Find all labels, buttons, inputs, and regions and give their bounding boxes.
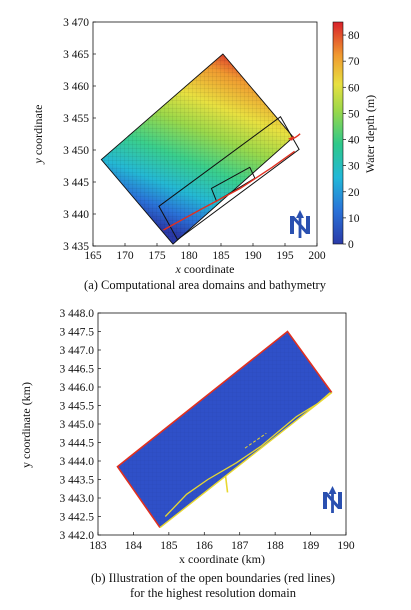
y-tick-label-a: 3 470 <box>63 17 89 29</box>
y-tick-label-b: 3 445.0 <box>60 419 95 431</box>
y-tick-label-b: 3 444.0 <box>60 456 95 468</box>
river-channel-line <box>164 392 331 517</box>
y-tick-label-b: 3 448.0 <box>60 308 95 320</box>
y-tick-label-a: 3 450 <box>63 145 89 157</box>
shore-boundary <box>159 392 333 529</box>
colorbar-label: Water depth (m) <box>363 95 377 173</box>
domain-mesh <box>117 331 332 528</box>
x-tick-label-b: 183 <box>89 540 107 552</box>
y-axis-label-a: y coordinate <box>31 105 45 165</box>
y-tick-label-a: 3 455 <box>63 113 89 125</box>
open-boundary-red <box>116 330 333 529</box>
boundary-arrow-icon <box>288 135 295 141</box>
domain-overlays-a <box>158 115 301 241</box>
domain-fill-b <box>116 330 333 529</box>
y-tick-label-b: 3 447.5 <box>60 327 95 339</box>
colorbar-tick-label: 30 <box>348 161 360 173</box>
y-axis-label-b: y coordinate (km) <box>19 382 33 468</box>
x-tick-label-a: 190 <box>244 250 262 262</box>
x-axis-label-b: x coordinate (km) <box>179 552 265 566</box>
x-tick-label-a: 175 <box>148 250 166 262</box>
y-tick-label-a: 3 440 <box>63 209 89 221</box>
x-tick-label-a: 170 <box>116 250 134 262</box>
y-tick-labels-a: 3 435 3 440 3 445 3 450 3 455 3 460 3 465 3 470 <box>63 17 89 253</box>
axis-ticks-b <box>97 312 347 536</box>
x-tick-label-a: 200 <box>308 250 326 262</box>
colorbar-tick-label: 0 <box>348 239 354 251</box>
y-tick-label-a: 3 465 <box>63 49 89 61</box>
colorbar-tick-label: 40 <box>348 135 360 147</box>
y-tick-label-b: 3 446.5 <box>60 364 95 376</box>
axis-ticks-a <box>92 21 318 247</box>
caption-b-line1: (b) Illustration of the open boundaries … <box>91 571 335 585</box>
x-tick-label-a: 185 <box>212 250 230 262</box>
open-boundary-line <box>163 150 296 231</box>
colorbar-tick-label: 20 <box>348 187 360 199</box>
y-tick-label-b: 3 442.5 <box>60 512 95 524</box>
x-tick-label-a: 195 <box>276 250 294 262</box>
y-tick-label-b: 3 447.0 <box>60 345 95 357</box>
colorbar-tick-label: 10 <box>348 213 360 225</box>
x-tick-label-a: 180 <box>180 250 198 262</box>
y-tick-label-a: 3 460 <box>63 81 89 93</box>
x-tick-labels-b: 183 184 185 186 187 188 189 190 <box>89 540 355 552</box>
colorbar-tick-label: 60 <box>348 82 360 94</box>
y-tick-label-b: 3 444.5 <box>60 438 95 450</box>
north-arrow-icon <box>290 210 310 238</box>
x-tick-label-b: 190 <box>337 540 355 552</box>
open-boundaries-chart: 183 184 185 186 187 188 189 190 3 442.03 442.53… <box>19 308 355 600</box>
y-tick-label-a: 3 435 <box>63 241 89 253</box>
y-tick-labels-b: 3 442.0 3 442.5 3 443.0 3 443.5 3 444.0 3 444… <box>60 308 95 542</box>
x-tick-label-b: 185 <box>160 540 178 552</box>
x-tick-label-b: 188 <box>267 540 285 552</box>
colorbar <box>332 21 344 245</box>
y-tick-label-b: 3 446.0 <box>60 382 95 394</box>
colorbar-tick-label: 50 <box>348 108 360 120</box>
x-tick-label-b: 187 <box>231 540 249 552</box>
y-tick-label-b: 3 445.5 <box>60 401 95 413</box>
y-tick-label-b: 3 443.0 <box>60 493 95 505</box>
nested-domain-1-outline <box>158 115 300 241</box>
x-tick-label-b: 189 <box>302 540 320 552</box>
computational-mesh <box>101 54 294 245</box>
colorbar-tick-label: 70 <box>348 56 360 68</box>
y-tick-label-b: 3 443.5 <box>60 475 95 487</box>
caption-a: (a) Computational area domains and bathy… <box>84 278 327 292</box>
caption-b-line2: for the highest resolution domain <box>130 586 297 600</box>
x-tick-labels-a: 165 170 175 180 185 190 195 200 <box>84 250 326 262</box>
x-axis-label-a: x coordinate <box>175 262 235 276</box>
y-tick-label-a: 3 445 <box>63 177 89 189</box>
north-arrow-icon-b <box>323 486 342 513</box>
cross-section-marker <box>224 475 229 493</box>
x-tick-label-b: 186 <box>196 540 214 552</box>
colorbar-ticks: 0 10 20 30 40 50 60 70 80 <box>343 30 360 251</box>
y-tick-label-b: 3 442.0 <box>60 530 95 542</box>
x-tick-label-b: 184 <box>125 540 143 552</box>
dashed-channel-line <box>244 432 267 449</box>
colorbar-tick-label: 80 <box>348 30 360 42</box>
x-tick-label-a: 165 <box>84 250 102 262</box>
